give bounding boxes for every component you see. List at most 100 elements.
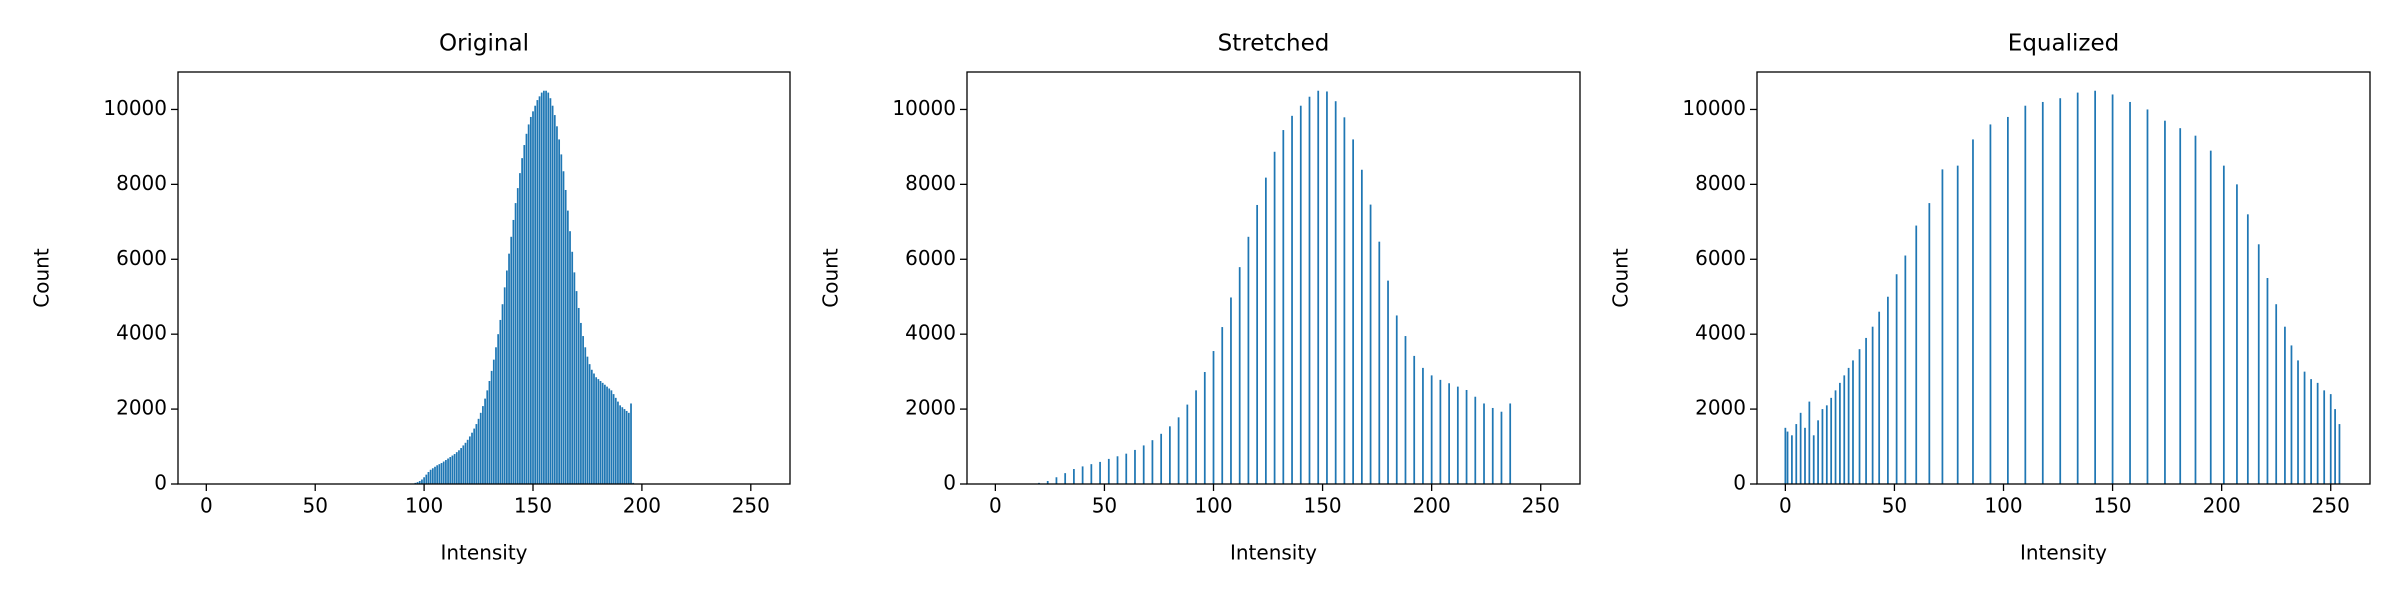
subplot: 0 50 100 150 200 250 0 2000 4000 6000 8000 10000 Ori… [30, 31, 791, 565]
bar [505, 270, 508, 484]
bar [1291, 115, 1293, 485]
bar [451, 455, 454, 484]
bar [1834, 390, 1837, 484]
bar [1456, 386, 1459, 484]
bar [560, 154, 563, 484]
bar [1878, 311, 1881, 484]
bar [455, 452, 458, 484]
bar [2284, 326, 2286, 484]
bar [1941, 169, 1944, 484]
bar [479, 412, 482, 484]
bar [1369, 204, 1372, 484]
bar [582, 336, 584, 484]
bar [1491, 407, 1494, 484]
bar [621, 407, 624, 484]
bar [499, 319, 502, 484]
bar [2146, 109, 2149, 485]
bar [549, 98, 552, 484]
chart-title: Stretched [1218, 31, 1330, 57]
bar [1812, 435, 1815, 484]
bar [1195, 390, 1197, 484]
bar [2246, 214, 2249, 484]
bar [1830, 397, 1833, 484]
bar [538, 96, 541, 484]
x-tick-label: 50 [1092, 494, 1117, 518]
bar [501, 304, 504, 484]
bar [1915, 225, 1918, 484]
bar [1808, 401, 1811, 484]
bar [421, 479, 423, 484]
y-tick-label: 10000 [892, 96, 956, 120]
bar [458, 450, 460, 484]
bar [556, 126, 558, 485]
bar [597, 379, 600, 484]
bar [1439, 379, 1442, 484]
bar [1387, 280, 1389, 484]
y-tick-label: 8000 [905, 171, 956, 195]
bar [1786, 431, 1789, 484]
bar [588, 364, 591, 484]
x-tick-label: 250 [732, 494, 770, 518]
bar [1352, 139, 1354, 484]
bar [1299, 105, 1302, 484]
bar [1821, 409, 1824, 484]
bar [2209, 150, 2212, 484]
bar [599, 381, 602, 484]
bar [2334, 409, 2336, 484]
bar [1177, 417, 1180, 484]
bar [434, 466, 436, 484]
x-tick-label: 250 [2312, 494, 2350, 518]
bar [2164, 120, 2166, 484]
bar [529, 116, 532, 484]
bar [2111, 94, 2114, 485]
chart-title: Equalized [2008, 31, 2119, 57]
bar [577, 307, 580, 484]
bar [427, 472, 430, 484]
x-tick-label: 200 [1413, 494, 1451, 518]
x-tick-label: 100 [405, 494, 443, 518]
bar [608, 388, 611, 484]
bar [1895, 274, 1898, 484]
bar [1847, 367, 1850, 484]
bar [590, 369, 593, 484]
bar [475, 424, 478, 484]
bar [2094, 90, 2097, 485]
x-tick-label: 150 [2093, 494, 2131, 518]
x-tick-label: 0 [200, 494, 213, 518]
bar [1509, 403, 1512, 484]
bar [569, 231, 571, 484]
x-tick-label: 50 [302, 494, 327, 518]
bar [460, 448, 463, 484]
x-tick-label: 100 [1194, 494, 1232, 518]
y-tick-label: 8000 [116, 171, 167, 195]
bar [2297, 360, 2299, 484]
bar [442, 461, 445, 484]
y-tick-label: 4000 [1695, 321, 1746, 345]
bar [512, 219, 515, 485]
bar [610, 390, 613, 484]
bar [1422, 367, 1424, 484]
bar [431, 468, 434, 484]
bar [523, 145, 526, 484]
bar [423, 477, 425, 484]
bar [619, 405, 621, 484]
bar [484, 398, 486, 484]
bar [627, 412, 630, 484]
bar [466, 439, 469, 484]
bar [453, 454, 456, 484]
bar [1107, 458, 1110, 484]
bar [601, 382, 604, 484]
bar [1256, 204, 1259, 485]
bar [1238, 267, 1241, 484]
bar [623, 409, 626, 484]
bar [1784, 427, 1787, 484]
bar [595, 377, 598, 484]
bar [580, 322, 582, 484]
bar [1073, 469, 1075, 484]
x-axis-label: Intensity [440, 541, 527, 565]
bar [1791, 435, 1793, 484]
bar [1064, 473, 1067, 484]
bar [2338, 424, 2341, 484]
y-tick-label: 0 [154, 471, 167, 495]
